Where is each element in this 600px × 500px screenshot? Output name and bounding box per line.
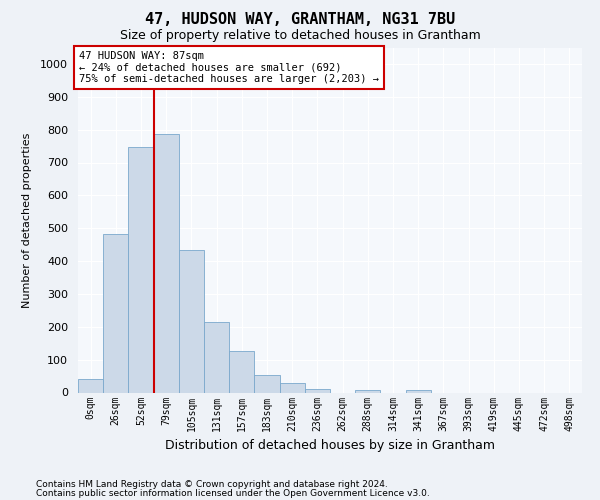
Bar bbox=[406, 390, 431, 392]
Bar bbox=[154, 134, 179, 392]
X-axis label: Distribution of detached houses by size in Grantham: Distribution of detached houses by size … bbox=[165, 439, 495, 452]
Bar bbox=[305, 388, 330, 392]
Bar bbox=[103, 234, 128, 392]
Bar bbox=[229, 351, 254, 393]
Text: Size of property relative to detached houses in Grantham: Size of property relative to detached ho… bbox=[119, 29, 481, 42]
Text: Contains public sector information licensed under the Open Government Licence v3: Contains public sector information licen… bbox=[36, 488, 430, 498]
Bar bbox=[355, 390, 380, 392]
Bar bbox=[78, 378, 103, 392]
Text: Contains HM Land Registry data © Crown copyright and database right 2024.: Contains HM Land Registry data © Crown c… bbox=[36, 480, 388, 489]
Text: 47, HUDSON WAY, GRANTHAM, NG31 7BU: 47, HUDSON WAY, GRANTHAM, NG31 7BU bbox=[145, 12, 455, 28]
Y-axis label: Number of detached properties: Number of detached properties bbox=[22, 132, 32, 308]
Bar bbox=[280, 383, 305, 392]
Bar bbox=[254, 375, 280, 392]
Bar bbox=[179, 250, 204, 392]
Text: 47 HUDSON WAY: 87sqm
← 24% of detached houses are smaller (692)
75% of semi-deta: 47 HUDSON WAY: 87sqm ← 24% of detached h… bbox=[79, 51, 379, 84]
Bar bbox=[128, 146, 154, 392]
Bar bbox=[204, 322, 229, 392]
